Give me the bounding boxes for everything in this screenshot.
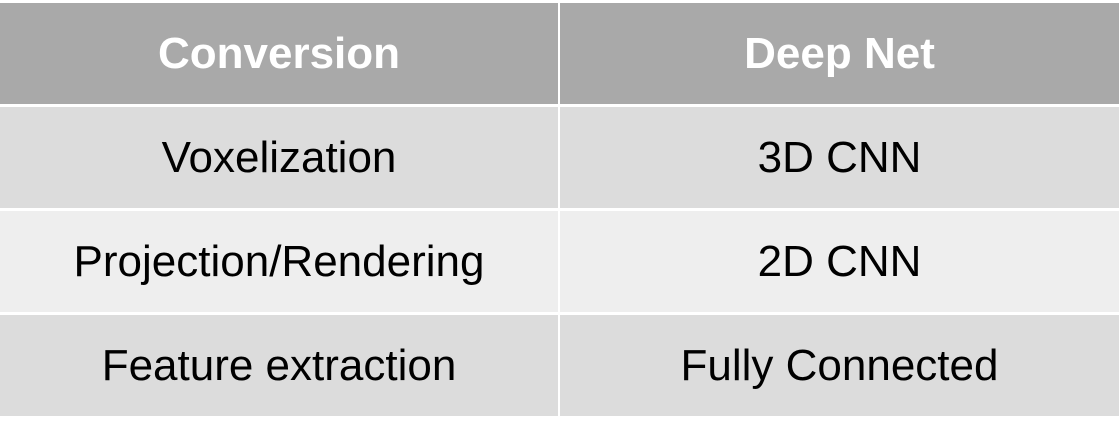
cell-conversion: Projection/Rendering [0,209,560,315]
cell-deep-net: 3D CNN [558,105,1119,211]
table-header-row: Conversion Deep Net [0,3,1119,107]
table-row: Projection/Rendering 2D CNN [0,209,1119,315]
cell-conversion: Voxelization [0,105,560,211]
header-conversion: Conversion [0,3,560,107]
comparison-table-container: Conversion Deep Net Voxelization 3D CNN … [0,3,1119,422]
cell-conversion: Feature extraction [0,313,560,416]
table-row: Feature extraction Fully Connected [0,313,1119,416]
cell-deep-net: 2D CNN [558,209,1119,315]
header-deep-net: Deep Net [558,3,1119,107]
cell-deep-net: Fully Connected [558,313,1119,416]
table-row: Voxelization 3D CNN [0,105,1119,211]
comparison-table: Conversion Deep Net Voxelization 3D CNN … [0,3,1119,416]
